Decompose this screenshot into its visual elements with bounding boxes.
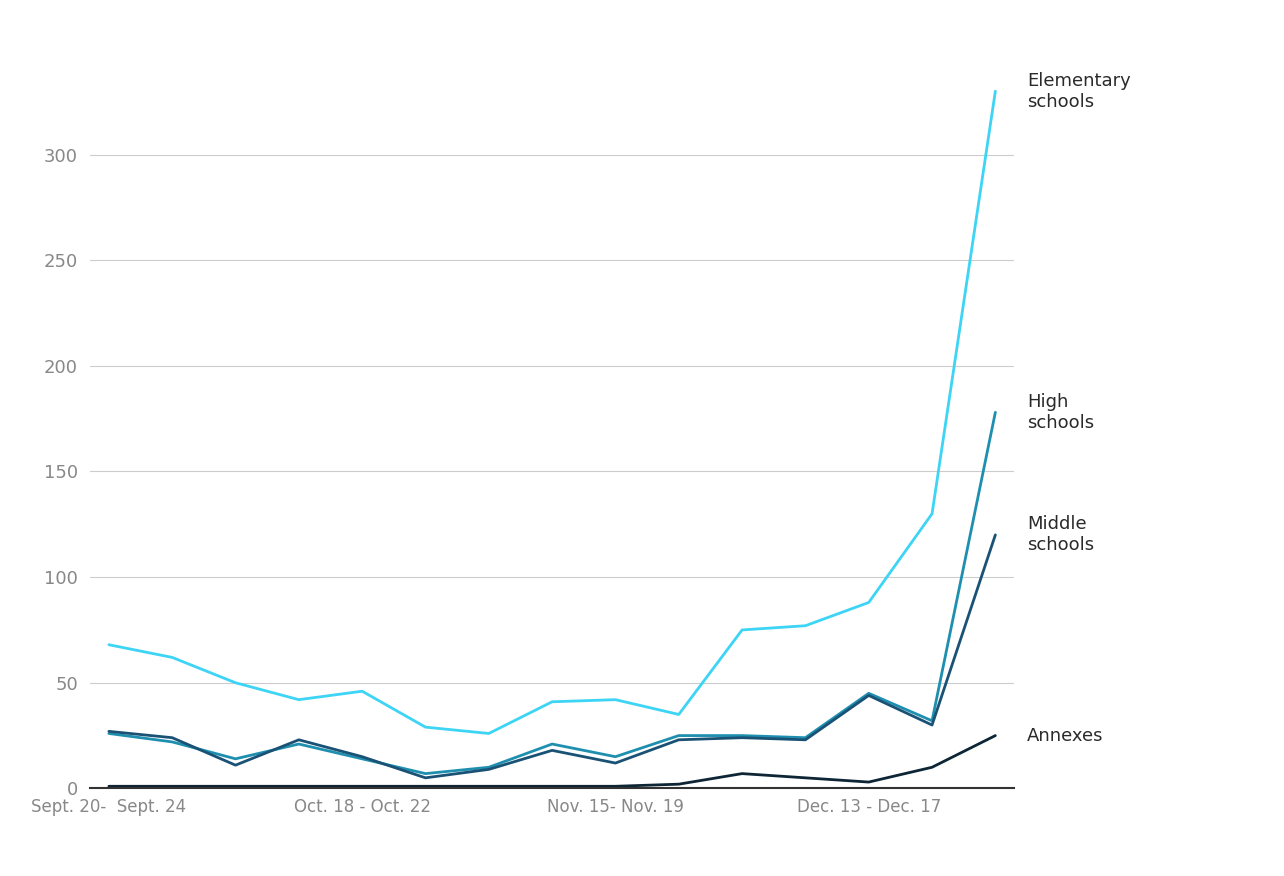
Text: High
schools: High schools	[1027, 393, 1094, 432]
Text: Middle
schools: Middle schools	[1027, 515, 1094, 555]
Text: Elementary
schools: Elementary schools	[1027, 72, 1131, 110]
Text: Annexes: Annexes	[1027, 726, 1103, 745]
